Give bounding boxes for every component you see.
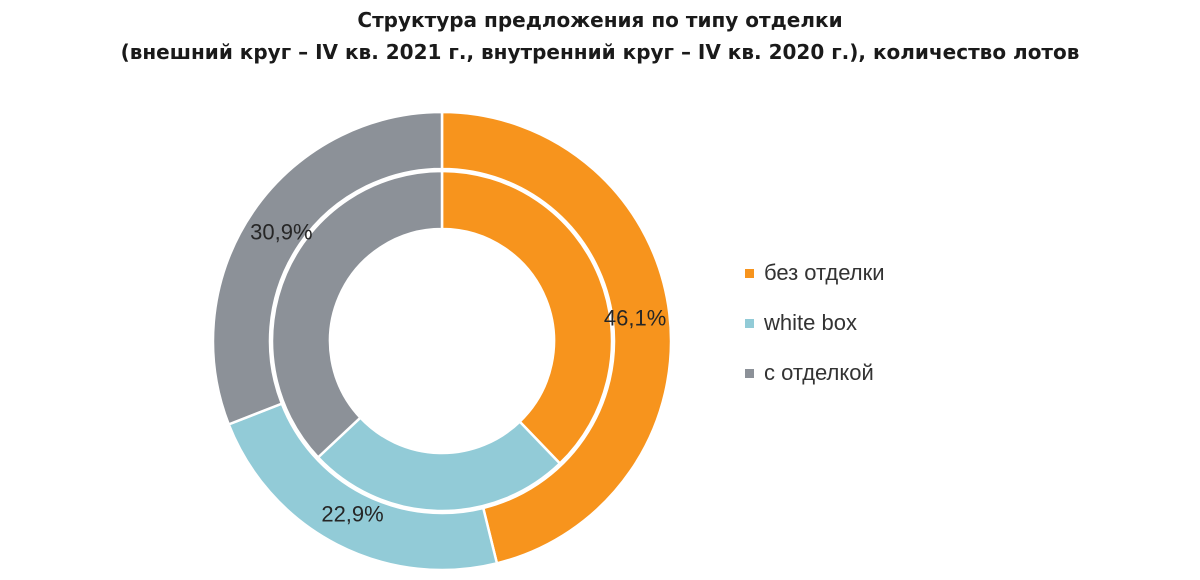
data-label-bez-otdelki: 46,1%: [604, 306, 666, 331]
legend-swatch: [745, 268, 754, 278]
legend-item-white-box: white box: [745, 298, 885, 348]
legend-item-s-otdelkoy: с отделкой: [745, 348, 885, 398]
legend: без отделки white box с отделкой: [745, 248, 885, 398]
inner-ring: [270, 169, 614, 513]
chart-subtitle: (внешний круг – IV кв. 2021 г., внутренн…: [120, 40, 1080, 64]
outer-slice-s-otdelkoy: [211, 110, 444, 426]
data-labels: 46,1% 22,9% 30,9%: [250, 219, 666, 526]
legend-item-bez-otdelki: без отделки: [745, 248, 885, 298]
legend-label: white box: [764, 310, 857, 335]
chart-title-main: Структура предложения по типу отделки: [357, 8, 843, 32]
data-label-s-otdelkoy: 30,9%: [250, 219, 312, 244]
data-label-white-box: 22,9%: [321, 502, 383, 527]
chart-title: Структура предложения по типу отделки (в…: [0, 4, 1200, 68]
legend-swatch: [745, 368, 754, 378]
legend-label: без отделки: [764, 260, 885, 285]
outer-slice-bez-otdelki: [440, 110, 673, 565]
legend-label: с отделкой: [764, 360, 874, 385]
outer-ring: [211, 110, 673, 572]
inner-slice-s-otdelkoy: [270, 169, 444, 460]
inner-slice-bez-otdelki: [440, 169, 614, 466]
legend-swatch: [745, 318, 754, 328]
